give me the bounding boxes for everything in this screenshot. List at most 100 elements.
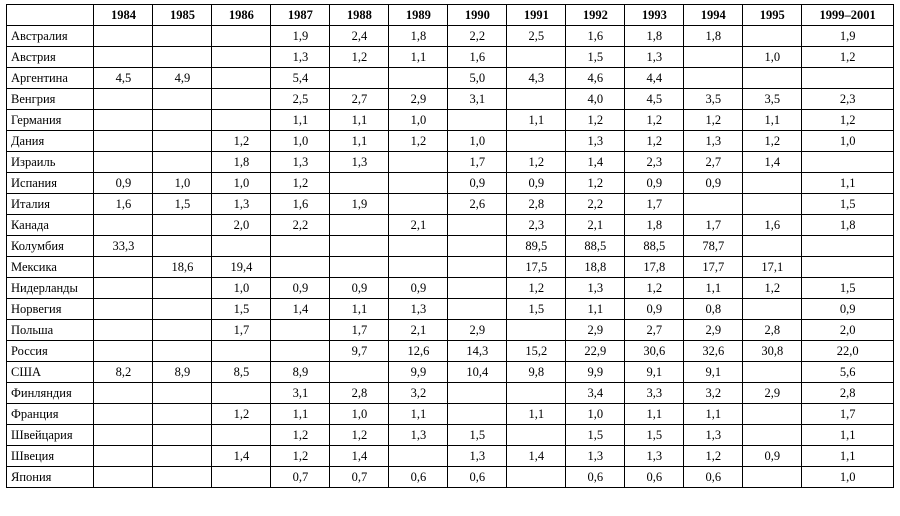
value-cell: 3,2: [389, 383, 448, 404]
value-cell: 5,6: [802, 362, 894, 383]
value-cell: 1,8: [684, 26, 743, 47]
value-cell: 0,9: [389, 278, 448, 299]
country-cell: Швейцария: [7, 425, 94, 446]
value-cell: 3,2: [684, 383, 743, 404]
value-cell: 1,1: [507, 404, 566, 425]
value-cell: 2,5: [507, 26, 566, 47]
value-cell: [153, 152, 212, 173]
value-cell: [94, 383, 153, 404]
value-cell: [330, 236, 389, 257]
value-cell: [507, 89, 566, 110]
value-cell: 9,1: [625, 362, 684, 383]
value-cell: 22,0: [802, 341, 894, 362]
value-cell: [212, 110, 271, 131]
header-year: 1999–2001: [802, 5, 894, 26]
value-cell: [743, 68, 802, 89]
value-cell: 1,3: [684, 425, 743, 446]
value-cell: 1,1: [802, 446, 894, 467]
value-cell: 1,1: [330, 110, 389, 131]
value-cell: 2,5: [271, 89, 330, 110]
value-cell: 1,3: [566, 131, 625, 152]
value-cell: [94, 257, 153, 278]
country-cell: Дания: [7, 131, 94, 152]
value-cell: 2,2: [566, 194, 625, 215]
value-cell: 0,9: [802, 299, 894, 320]
value-cell: 5,0: [448, 68, 507, 89]
value-cell: 1,5: [625, 425, 684, 446]
value-cell: 0,8: [684, 299, 743, 320]
value-cell: [330, 362, 389, 383]
value-cell: [94, 404, 153, 425]
value-cell: [743, 236, 802, 257]
country-cell: США: [7, 362, 94, 383]
value-cell: 1,5: [566, 425, 625, 446]
value-cell: [153, 299, 212, 320]
value-cell: [153, 383, 212, 404]
table-row: Австралия1,92,41,82,22,51,61,81,81,9: [7, 26, 894, 47]
value-cell: 17,1: [743, 257, 802, 278]
value-cell: [94, 278, 153, 299]
table-row: Австрия1,31,21,11,61,51,31,01,2: [7, 47, 894, 68]
value-cell: 1,1: [566, 299, 625, 320]
value-cell: [448, 257, 507, 278]
value-cell: 9,7: [330, 341, 389, 362]
header-year: 1985: [153, 5, 212, 26]
value-cell: 1,3: [448, 446, 507, 467]
value-cell: 9,9: [566, 362, 625, 383]
value-cell: 1,2: [271, 425, 330, 446]
value-cell: 30,6: [625, 341, 684, 362]
value-cell: 2,2: [271, 215, 330, 236]
value-cell: [94, 110, 153, 131]
value-cell: [507, 425, 566, 446]
value-cell: 1,5: [802, 278, 894, 299]
value-cell: [212, 467, 271, 488]
value-cell: 1,2: [330, 47, 389, 68]
value-cell: [94, 26, 153, 47]
value-cell: 4,9: [153, 68, 212, 89]
header-year: 1990: [448, 5, 507, 26]
value-cell: 1,2: [271, 173, 330, 194]
value-cell: [153, 467, 212, 488]
table-row: Испания0,91,01,01,20,90,91,20,90,91,1: [7, 173, 894, 194]
value-cell: 12,6: [389, 341, 448, 362]
value-cell: [507, 131, 566, 152]
value-cell: 1,2: [566, 173, 625, 194]
value-cell: 1,1: [625, 404, 684, 425]
value-cell: [743, 173, 802, 194]
value-cell: [94, 341, 153, 362]
header-year: 1995: [743, 5, 802, 26]
value-cell: [153, 341, 212, 362]
value-cell: 1,4: [212, 446, 271, 467]
value-cell: 1,2: [684, 446, 743, 467]
value-cell: 1,7: [684, 215, 743, 236]
value-cell: 1,2: [625, 110, 684, 131]
value-cell: 2,6: [448, 194, 507, 215]
value-cell: 1,2: [212, 131, 271, 152]
value-cell: [389, 446, 448, 467]
value-cell: 2,3: [507, 215, 566, 236]
header-year: 1994: [684, 5, 743, 26]
country-cell: Испания: [7, 173, 94, 194]
value-cell: [153, 47, 212, 68]
value-cell: 0,9: [448, 173, 507, 194]
value-cell: 1,5: [802, 194, 894, 215]
value-cell: [212, 89, 271, 110]
value-cell: 1,0: [743, 47, 802, 68]
value-cell: 1,1: [389, 404, 448, 425]
value-cell: 9,1: [684, 362, 743, 383]
value-cell: 0,9: [507, 173, 566, 194]
value-cell: 1,8: [212, 152, 271, 173]
value-cell: 1,0: [802, 131, 894, 152]
value-cell: 1,2: [212, 404, 271, 425]
value-cell: 1,3: [271, 47, 330, 68]
value-cell: 1,1: [684, 278, 743, 299]
value-cell: 1,0: [448, 131, 507, 152]
value-cell: [212, 383, 271, 404]
value-cell: 9,9: [389, 362, 448, 383]
value-cell: [507, 383, 566, 404]
value-cell: 1,6: [271, 194, 330, 215]
value-cell: 10,4: [448, 362, 507, 383]
value-cell: 1,7: [212, 320, 271, 341]
value-cell: 0,9: [684, 173, 743, 194]
value-cell: [153, 89, 212, 110]
